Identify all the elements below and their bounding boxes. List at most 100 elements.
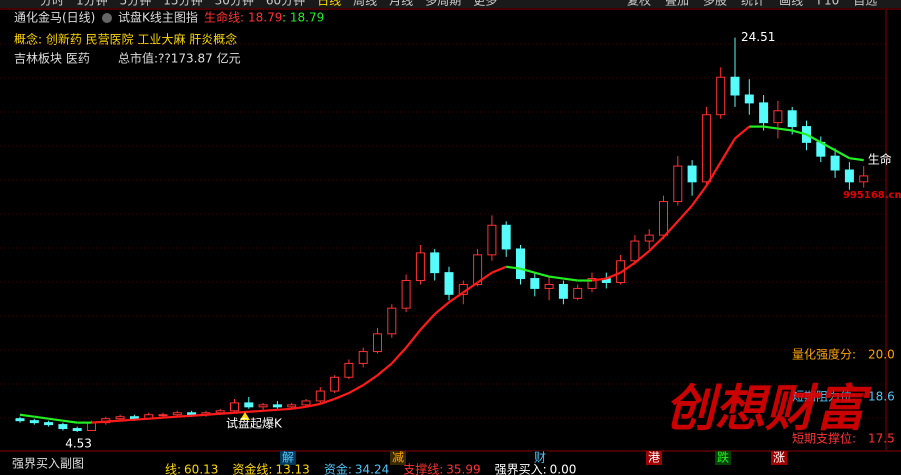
toolbar-period[interactable]: 30分钟 [215,0,254,8]
candle-body [287,404,297,408]
lifeline-segment [162,415,178,419]
subchart-title: 强界买入副图 [12,457,84,471]
candle-body [673,165,683,203]
event-marker[interactable]: 涨 [773,450,785,465]
event-box [715,451,731,465]
lifeline-value-2: : 18.79 [282,11,324,25]
toolbar-tool[interactable]: 叠加 [665,0,689,8]
lifeline-segment [120,418,135,422]
signal-label: 试盘起爆K [226,416,283,431]
lifeline-segment [705,161,722,187]
candle-body [29,420,39,424]
candle-body [587,278,597,289]
lifeline-segment [91,420,106,424]
event-marker[interactable]: 解 [282,451,294,465]
lifeline-segment [319,397,335,405]
candle-body [230,402,239,412]
stat-label: 量化强度分: [792,347,856,362]
candle-body [387,307,397,335]
indicator-icon[interactable] [102,13,112,23]
subchart-value: 35.99 [446,463,480,475]
candle-body [72,428,82,432]
toolbar-tool[interactable]: 多股 [703,0,727,8]
lifeline-segment [205,412,221,416]
lifeline-name: 生命 [868,152,892,167]
candle-body [301,400,311,406]
toolbar-tool[interactable]: 复权 [627,0,651,8]
lifeline-segment [148,416,164,420]
market-cap: 总市值:??173.87 亿元 [118,51,241,66]
candle-body [158,414,168,417]
lifeline-value: 18.79 [248,11,282,25]
candle-body [115,416,125,420]
toolbar-tool[interactable]: 自选 [853,0,877,8]
lifeline-segment [491,265,507,274]
lifeline-segment [805,133,822,144]
lifeline-segment [791,129,807,136]
toolbar [0,0,901,8]
concept: 概念: 创新药 民营医院 工业大麻 肝炎概念 [14,32,237,47]
lifeline-segment [691,185,708,207]
candle-body [573,287,583,299]
watermark-brand: 创想财富 [665,380,872,438]
candle-body [516,248,525,280]
toolbar-period[interactable]: 多周期 [425,0,461,8]
lifeline-segment [849,157,864,162]
candle-body [701,114,711,183]
event-marker[interactable]: 跌 [717,450,729,465]
event-box [771,451,787,465]
event-marker[interactable]: 财 [534,451,546,465]
toolbar-tool[interactable]: F10 [817,0,839,8]
subchart-label: 资金: [324,462,352,475]
lifeline-segment [263,408,278,412]
lifeline-segment [619,261,636,274]
candle-body [444,272,454,295]
lifeline-segment [734,125,751,140]
candle-body [244,402,254,408]
toolbar-tool[interactable]: 统计 [741,0,765,8]
event-box [390,451,406,465]
lifeline-segment [234,410,249,414]
lifeline-segment [390,346,407,365]
lifeline-segment [676,204,693,223]
toolbar-period[interactable]: 周线 [353,0,377,8]
toolbar-period[interactable]: 更多 [473,0,497,8]
candle-body [172,412,182,416]
toolbar-period[interactable]: 1分钟 [76,0,108,8]
indicator-name[interactable]: 试盘K线主图指 [118,10,198,25]
lifeline-segment [476,271,493,284]
lifeline-segment [605,271,622,280]
candle-body [487,224,497,256]
lifeline-segment [334,392,350,400]
candle-body [473,254,483,285]
candle-body [830,155,840,171]
subchart-value: 13.13 [275,463,309,475]
lifeline-segment [763,125,779,130]
lifeline-segment [19,413,35,418]
subchart-value: 60.13 [184,463,218,475]
toolbar-period[interactable]: 分时 [40,0,64,8]
toolbar-period[interactable]: 月线 [389,0,413,8]
toolbar-tool[interactable]: 画线 [779,0,803,8]
candle-body [730,76,740,96]
lifeline-segment [448,291,464,304]
toolbar-period[interactable]: 5分钟 [120,0,152,8]
event-box [646,451,662,465]
stat-label: 短期阻力位: [792,389,856,404]
event-marker[interactable]: 减 [392,451,404,465]
toolbar-period[interactable]: 日线 [317,0,341,8]
subchart-label: 线: [165,463,181,475]
stat-value: 20.0 [868,348,895,362]
lifeline-segment [191,413,206,417]
toolbar-period[interactable]: 15分钟 [163,0,202,8]
lifeline-segment [834,149,850,160]
candle-body [373,333,382,353]
lifeline-segment [34,415,49,420]
lifeline-segment [105,419,121,423]
toolbar-period[interactable]: 60分钟 [266,0,305,8]
subchart-label: 资金线: [232,462,272,475]
event-marker[interactable]: 港 [648,451,660,465]
lifeline-segment [777,127,793,132]
lifeline-segment [362,374,379,387]
